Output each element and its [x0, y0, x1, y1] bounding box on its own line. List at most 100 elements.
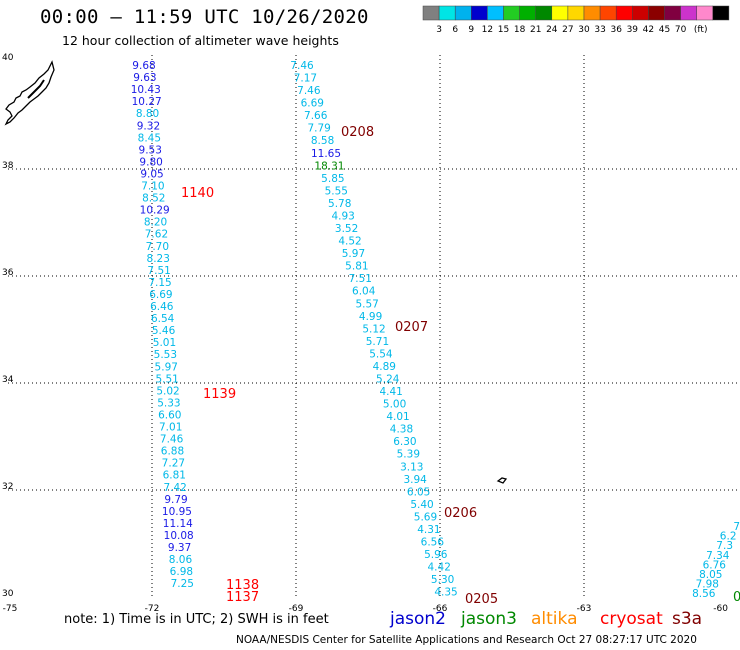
legend-swatch — [696, 5, 714, 21]
wave-height-value: 8.52 — [142, 193, 165, 205]
wave-height-value: 10.43 — [131, 84, 161, 96]
satellite-label-cryosat: cryosat — [600, 609, 663, 629]
legend-swatch — [648, 5, 665, 21]
pass-time-label: 1140 — [181, 186, 214, 201]
wave-height-value: 6.98 — [170, 566, 193, 578]
wave-height-value: 5.40 — [410, 499, 433, 511]
wave-height-value: 6.81 — [163, 470, 186, 482]
legend-swatch — [503, 5, 520, 21]
wave-height-value: 9.53 — [139, 144, 162, 156]
legend-swatch — [471, 5, 488, 21]
wave-height-value: 6.46 — [150, 301, 174, 313]
wave-height-value: 6.2 — [720, 531, 737, 543]
wave-height-value: 5.57 — [355, 298, 378, 310]
pass-time-label: 0205 — [465, 592, 498, 607]
wave-height-value: 18.31 — [314, 160, 344, 172]
longitude-label: -75 — [3, 604, 18, 614]
satellite-label-jason2: jason2 — [390, 609, 446, 629]
wave-height-value: 4.01 — [386, 411, 409, 423]
legend-label: 21 — [530, 25, 541, 35]
wave-height-value: 4.42 — [428, 562, 451, 574]
wave-height-value: 8.23 — [147, 253, 170, 265]
legend-label: 27 — [562, 25, 573, 35]
legend-swatch — [680, 5, 697, 21]
wave-height-value: 3.94 — [403, 474, 427, 486]
wave-height-value: 7.46 — [290, 60, 314, 72]
wave-height-value: 5.54 — [369, 348, 393, 360]
wave-height-value: 4.35 — [434, 587, 457, 599]
wave-height-value: 8.20 — [144, 217, 167, 229]
wave-height-value: 11.65 — [311, 148, 341, 160]
wave-height-value: 7.46 — [160, 434, 184, 446]
wave-height-value: 4.99 — [359, 311, 382, 323]
wave-height-value: 9.80 — [139, 156, 162, 168]
legend-swatch — [422, 5, 440, 21]
pass-time-label: 1139 — [203, 387, 236, 402]
legend-label: 18 — [514, 25, 526, 35]
wave-height-value: 7.15 — [148, 277, 171, 289]
wave-height-value: 7.17 — [294, 73, 317, 85]
wave-height-value: 9.63 — [133, 72, 156, 84]
wave-height-value: 5.24 — [376, 374, 400, 386]
legend-swatch — [567, 5, 585, 21]
legend-label: 42 — [643, 25, 654, 35]
wave-height-value: 9.32 — [137, 120, 160, 132]
wave-height-value: 6.76 — [703, 559, 727, 571]
wave-height-value: 7 — [733, 521, 740, 533]
wave-height-value: 11.14 — [163, 518, 193, 530]
wave-height-value: 8.05 — [699, 569, 722, 581]
legend-label: 24 — [546, 25, 558, 35]
latitude-label: 34 — [2, 375, 14, 385]
legend-label: 9 — [468, 25, 474, 35]
legend-swatch — [599, 5, 617, 21]
wave-height-value: 5.81 — [345, 261, 368, 273]
wave-height-value: 6.05 — [407, 486, 430, 498]
longitude-label: -69 — [289, 604, 304, 614]
wave-height-value: 9.68 — [132, 60, 155, 72]
wave-height-value: 7.62 — [145, 229, 168, 241]
wave-height-value: 5.30 — [431, 574, 454, 586]
wave-height-value: 5.71 — [366, 336, 389, 348]
wave-height-value: 5.55 — [325, 185, 348, 197]
wave-height-value: 7.66 — [304, 110, 328, 122]
wave-height-value: 5.85 — [321, 173, 344, 185]
pass-time-label: 0206 — [444, 506, 477, 521]
legend-swatch — [551, 5, 569, 21]
wave-height-value: 6.69 — [301, 98, 324, 110]
wave-height-value: 5.97 — [155, 361, 178, 373]
latitude-label: 40 — [2, 53, 14, 63]
legend-swatch — [712, 5, 730, 21]
pass-time-label: 1138 — [226, 578, 259, 593]
legend-label: 45 — [659, 25, 670, 35]
satellite-label-s3a: s3a — [672, 609, 703, 629]
wave-height-value: 5.96 — [424, 549, 448, 561]
wave-height-value: 10.29 — [140, 205, 170, 217]
wave-height-value: 6.60 — [158, 409, 181, 421]
latitude-label: 38 — [2, 161, 14, 171]
wave-height-value: 5.00 — [383, 399, 406, 411]
legend-swatch — [519, 5, 536, 21]
wave-height-value: 4.38 — [390, 424, 413, 436]
page-title: 00:00 – 11:59 UTC 10/26/2020 — [40, 6, 369, 28]
wave-height-value: 7.79 — [307, 123, 330, 135]
footer: note: 1) Time is in UTC; 2) SWH is in fe… — [0, 605, 740, 650]
wave-height-value: 6.04 — [352, 286, 376, 298]
wave-height-value: 9.79 — [164, 494, 187, 506]
page-subtitle: 12 hour collection of altimeter wave hei… — [62, 33, 339, 48]
satellite-label-altika: altika — [531, 609, 578, 629]
coastline-outline — [4, 60, 508, 484]
footer-credit: NOAA/NESDIS Center for Satellite Applica… — [236, 634, 697, 646]
wave-height-value: 7.42 — [163, 482, 186, 494]
wave-height-value: 5.01 — [153, 337, 176, 349]
color-scale-labels: 3 6 9 12 15 18 21 24 27 30 33 36 39 42 45 70 (ft) — [436, 25, 707, 35]
wave-height-value: 9.37 — [168, 542, 191, 554]
wave-height-value: 7.98 — [696, 579, 719, 591]
wave-height-value: 5.39 — [397, 449, 420, 461]
wave-height-value: 6.54 — [151, 313, 175, 325]
wave-height-value: 10.27 — [132, 96, 162, 108]
pass-time-label: 0207 — [395, 320, 428, 335]
legend-label: 12 — [482, 25, 493, 35]
longitude-label: -60 — [713, 604, 728, 614]
wave-height-tracks: 9.689.6310.4310.278.809.328.459.539.809.… — [131, 60, 740, 600]
legend-swatch — [615, 5, 633, 21]
